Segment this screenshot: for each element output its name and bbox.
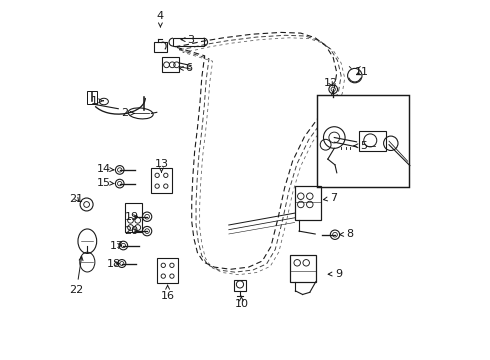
Bar	[125, 203, 142, 232]
Text: 4: 4	[157, 11, 164, 27]
Bar	[87, 91, 98, 104]
Text: 9: 9	[328, 269, 342, 279]
Text: 13: 13	[154, 159, 169, 172]
Bar	[154, 42, 167, 52]
Text: 16: 16	[161, 285, 174, 301]
Text: 5: 5	[354, 141, 368, 151]
Bar	[157, 258, 178, 283]
Text: 3: 3	[181, 35, 195, 45]
Text: 12: 12	[323, 78, 338, 88]
Bar	[317, 95, 409, 187]
Bar	[360, 131, 387, 151]
Bar	[290, 255, 316, 282]
Bar	[151, 168, 172, 193]
Text: 8: 8	[340, 229, 353, 239]
Text: 7: 7	[323, 193, 337, 203]
Bar	[294, 186, 320, 220]
Text: 18: 18	[106, 258, 121, 269]
Text: 11: 11	[355, 67, 369, 77]
Text: 6: 6	[179, 63, 193, 73]
Text: 15: 15	[97, 178, 114, 188]
Text: 1: 1	[91, 96, 103, 106]
Bar	[162, 57, 179, 72]
Text: 14: 14	[97, 164, 114, 174]
Text: 22: 22	[70, 257, 84, 295]
Text: 10: 10	[234, 296, 248, 309]
Text: 17: 17	[110, 240, 124, 251]
Text: 19: 19	[124, 212, 139, 222]
Text: 21: 21	[70, 194, 84, 204]
Text: 20: 20	[124, 226, 139, 236]
Bar	[234, 280, 245, 291]
Text: 2: 2	[121, 108, 134, 118]
Bar	[173, 38, 204, 46]
